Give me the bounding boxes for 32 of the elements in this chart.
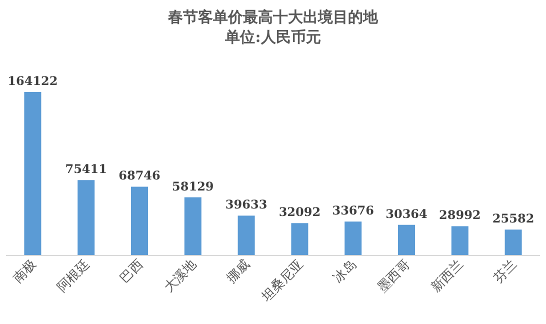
chart-title: 春节客单价最高十大出境目的地	[167, 8, 379, 26]
data-label: 164122	[8, 74, 58, 88]
x-tick-label: 挪威	[224, 257, 254, 286]
x-tick-label: 大溪地	[162, 257, 200, 296]
data-label: 28992	[439, 208, 481, 222]
x-tick-label: 坦桑尼亚	[258, 257, 307, 306]
x-tick-label: 冰岛	[330, 257, 360, 286]
bar	[451, 226, 468, 255]
x-tick-label: 新西兰	[428, 257, 467, 296]
x-tick-label: 墨西哥	[375, 257, 414, 296]
bar	[344, 222, 362, 255]
data-label: 75411	[65, 162, 107, 176]
data-label: 68746	[118, 168, 160, 183]
chart-subtitle: 单位:人民币元	[224, 28, 321, 46]
x-tick-label: 南极	[10, 257, 40, 286]
bar	[24, 92, 42, 255]
bar	[504, 230, 522, 255]
data-label: 30364	[386, 206, 428, 221]
bar	[184, 197, 202, 255]
bar	[238, 216, 255, 255]
x-tick-label: 芬兰	[491, 257, 520, 286]
x-tick-label: 巴西	[117, 257, 146, 286]
x-tick-label: 阿根廷	[54, 257, 93, 296]
data-label: 25582	[492, 212, 534, 226]
data-label: 39633	[225, 198, 268, 212]
data-label: 32092	[278, 205, 321, 220]
bar	[131, 186, 148, 255]
bar	[291, 223, 308, 255]
bar	[398, 224, 415, 255]
bar	[78, 180, 95, 255]
data-label: 33676	[332, 204, 374, 218]
data-label: 58129	[172, 179, 214, 194]
